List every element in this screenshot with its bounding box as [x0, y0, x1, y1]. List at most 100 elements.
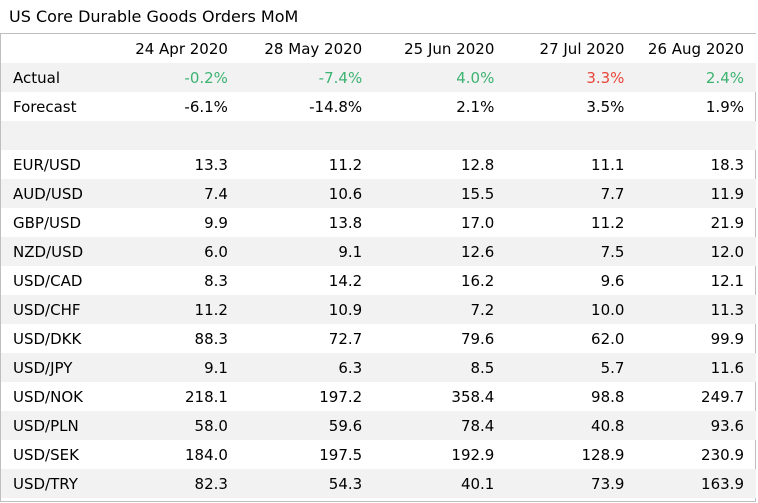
pair-value: 18.3: [710, 155, 744, 174]
table-row: USD/SEK 184.0 197.5 192.9 128.9 230.9: [1, 440, 756, 469]
table-row: USD/JPY 9.1 6.3 8.5 5.7 11.6: [1, 353, 756, 382]
pair-value: 6.0: [110, 237, 228, 266]
table-row: USD/DKK 88.3 72.7 79.6 62.0 99.9: [1, 324, 756, 353]
pair-value: 12.0: [624, 237, 756, 266]
pair-value: 59.6: [227, 411, 363, 440]
pair-label: EUR/USD: [13, 155, 81, 174]
pair-value: 54.3: [227, 469, 363, 498]
pair-value: 11.6: [624, 353, 756, 382]
table-row: EUR/USD 13.3 11.2 12.8 11.1 18.3: [1, 150, 756, 179]
forecast-value: -6.1%: [184, 97, 228, 116]
pair-value: 163.9: [624, 469, 756, 498]
pair-value: 9.1: [227, 237, 363, 266]
pair-label: NZD/USD: [1, 237, 111, 266]
pair-value: 9.1: [110, 353, 228, 382]
pair-value: 79.6: [460, 329, 495, 348]
pair-value: 11.9: [624, 179, 756, 208]
pair-value: 78.4: [362, 411, 495, 440]
row-label: Forecast: [13, 97, 77, 116]
pair-value: 98.8: [591, 387, 625, 406]
pair-value: 13.3: [194, 155, 228, 174]
pair-value: 72.7: [328, 329, 363, 348]
pair-value: 58.0: [110, 411, 228, 440]
table-row: USD/TRY 82.3 54.3 40.1 73.9 163.9: [1, 469, 756, 498]
actual-value: 2.4%: [624, 63, 756, 92]
pair-label: USD/TRY: [1, 469, 111, 498]
pair-label: AUD/USD: [1, 179, 111, 208]
pair-value: 8.5: [362, 353, 495, 382]
page-title: US Core Durable Goods Orders MoM: [9, 7, 299, 26]
pair-value: 82.3: [110, 469, 228, 498]
pair-value: 197.5: [319, 445, 363, 464]
table-row: NZD/USD 6.0 9.1 12.6 7.5 12.0: [1, 237, 756, 266]
header-row: 24 Apr 2020 28 May 2020 25 Jun 2020 27 J…: [1, 34, 756, 63]
pair-label: USD/DKK: [13, 329, 82, 348]
actual-value: -0.2%: [110, 63, 228, 92]
pair-value: 11.1: [591, 155, 625, 174]
table-row: USD/PLN 58.0 59.6 78.4 40.8 93.6: [1, 411, 756, 440]
table-row: USD/CAD 8.3 14.2 16.2 9.6 12.1: [1, 266, 756, 295]
header-cell-date: 24 Apr 2020: [110, 34, 228, 63]
pair-value: 15.5: [362, 179, 495, 208]
header-cell-date: 28 May 2020: [227, 34, 363, 63]
pair-label: USD/PLN: [1, 411, 111, 440]
actual-value: 4.0%: [362, 63, 495, 92]
pair-value: 73.9: [494, 469, 625, 498]
pair-value: 192.9: [451, 445, 495, 464]
data-table: 24 Apr 2020 28 May 2020 25 Jun 2020 27 J…: [1, 34, 756, 498]
pair-value: 13.8: [328, 213, 363, 232]
pair-value: 10.6: [227, 179, 363, 208]
pair-label: USD/CHF: [1, 295, 111, 324]
forecast-value: 2.1%: [456, 97, 495, 116]
pair-value: 197.2: [319, 387, 363, 406]
pair-value: 9.6: [600, 271, 625, 290]
header-cell-date: 27 Jul 2020: [494, 34, 625, 63]
pair-value: 12.8: [460, 155, 495, 174]
row-label: Actual: [1, 63, 111, 92]
pair-value: 184.0: [184, 445, 228, 464]
pair-value: 7.2: [362, 295, 495, 324]
pair-value: 218.1: [184, 387, 228, 406]
pair-label: USD/JPY: [1, 353, 111, 382]
pair-value: 7.5: [494, 237, 625, 266]
pair-value: 99.9: [710, 329, 744, 348]
pair-value: 21.9: [710, 213, 744, 232]
actual-row: Actual -0.2% -7.4% 4.0% 3.3% 2.4%: [1, 63, 756, 92]
forecast-value: 3.5%: [586, 97, 625, 116]
pair-value: 62.0: [591, 329, 625, 348]
table-row: AUD/USD 7.4 10.6 15.5 7.7 11.9: [1, 179, 756, 208]
pair-value: 11.3: [624, 295, 756, 324]
spacer-row: [1, 121, 756, 150]
pair-value: 40.8: [494, 411, 625, 440]
pair-value: 88.3: [194, 329, 228, 348]
pair-value: 128.9: [581, 445, 625, 464]
forecast-row: Forecast -6.1% -14.8% 2.1% 3.5% 1.9%: [1, 92, 756, 121]
pair-value: 17.0: [460, 213, 495, 232]
pair-label: USD/CAD: [13, 271, 83, 290]
pair-value: 9.9: [204, 213, 228, 232]
pair-value: 5.7: [494, 353, 625, 382]
header-cell-date: 25 Jun 2020: [362, 34, 495, 63]
pair-value: 93.6: [624, 411, 756, 440]
pair-value: 230.9: [701, 445, 744, 464]
pair-value: 14.2: [328, 271, 363, 290]
table-row: USD/CHF 11.2 10.9 7.2 10.0 11.3: [1, 295, 756, 324]
pair-value: 10.0: [494, 295, 625, 324]
pair-value: 12.6: [362, 237, 495, 266]
table-row: GBP/USD 9.9 13.8 17.0 11.2 21.9: [1, 208, 756, 237]
table-border: [0, 33, 756, 502]
forecast-value: 1.9%: [705, 97, 744, 116]
pair-value: 7.4: [110, 179, 228, 208]
table-row: USD/NOK 218.1 197.2 358.4 98.8 249.7: [1, 382, 756, 411]
pair-value: 10.9: [227, 295, 363, 324]
pair-value: 40.1: [362, 469, 495, 498]
pair-value: 358.4: [451, 387, 495, 406]
pair-value: 249.7: [701, 387, 744, 406]
pair-value: 7.7: [494, 179, 625, 208]
pair-value: 11.2: [328, 155, 363, 174]
actual-value: -7.4%: [227, 63, 363, 92]
forecast-value: -14.8%: [309, 97, 363, 116]
pair-value: 11.2: [591, 213, 625, 232]
pair-value: 6.3: [227, 353, 363, 382]
pair-label: GBP/USD: [13, 213, 82, 232]
